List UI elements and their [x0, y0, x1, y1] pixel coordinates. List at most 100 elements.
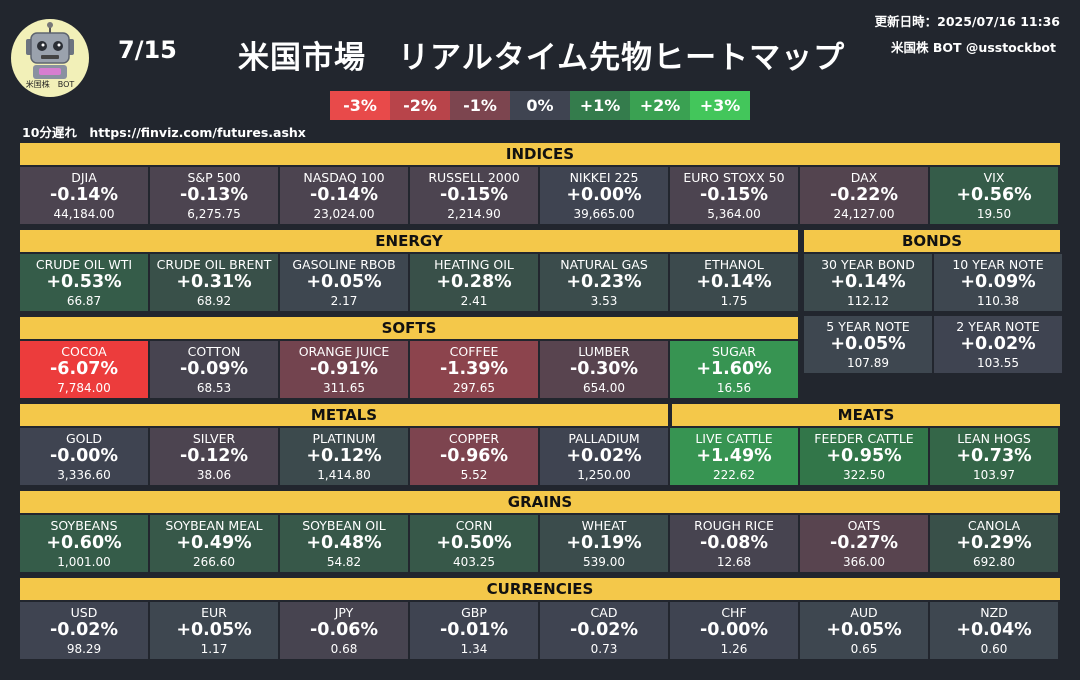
tile-change: +0.14%	[830, 272, 906, 292]
section-header-metals: METALS	[20, 404, 668, 426]
tile-nikkei-225[interactable]: NIKKEI 225 +0.00% 39,665.00	[540, 167, 668, 224]
tile-change: +0.49%	[176, 533, 252, 553]
tile-lean-hogs[interactable]: LEAN HOGS +0.73% 103.97	[930, 428, 1058, 485]
tile-lumber[interactable]: LUMBER -0.30% 654.00	[540, 341, 668, 398]
tile-nasdaq-100[interactable]: NASDAQ 100 -0.14% 23,024.00	[280, 167, 408, 224]
tile-name: S&P 500	[187, 170, 241, 185]
section-header-energy: ENERGY	[20, 230, 798, 252]
tile-change: +1.60%	[696, 359, 772, 379]
tile-change: +1.49%	[696, 446, 772, 466]
tile-name: CORN	[455, 518, 493, 533]
section-header-currencies: CURRENCIES	[20, 578, 1060, 600]
tile-crude-oil-wti[interactable]: CRUDE OIL WTI +0.53% 66.87	[20, 254, 148, 311]
tile-name: JPY	[334, 605, 354, 620]
tile-price: 266.60	[193, 555, 235, 569]
tile-soybeans[interactable]: SOYBEANS +0.60% 1,001.00	[20, 515, 148, 572]
tile-gbp[interactable]: GBP -0.01% 1.34	[410, 602, 538, 659]
tile-name: EUR	[201, 605, 227, 620]
tile-name: PALLADIUM	[568, 431, 640, 446]
tile-corn[interactable]: CORN +0.50% 403.25	[410, 515, 538, 572]
tile-soybean-oil[interactable]: SOYBEAN OIL +0.48% 54.82	[280, 515, 408, 572]
tile-price: 222.62	[713, 468, 755, 482]
tile-natural-gas[interactable]: NATURAL GAS +0.23% 3.53	[540, 254, 668, 311]
tile-change: -0.08%	[700, 533, 768, 553]
tile-change: -0.22%	[830, 185, 898, 205]
tile-platinum[interactable]: PLATINUM +0.12% 1,414.80	[280, 428, 408, 485]
tile-price: 403.25	[453, 555, 495, 569]
tile-name: EURO STOXX 50	[683, 170, 785, 185]
tile-nzd[interactable]: NZD +0.04% 0.60	[930, 602, 1058, 659]
tile-name: 5 YEAR NOTE	[826, 319, 910, 334]
tile-change: +0.31%	[176, 272, 252, 292]
tile-gold[interactable]: GOLD -0.00% 3,336.60	[20, 428, 148, 485]
tile-change: +0.12%	[306, 446, 382, 466]
tile-canola[interactable]: CANOLA +0.29% 692.80	[930, 515, 1058, 572]
tile-change: -0.91%	[310, 359, 378, 379]
tile-name: NATURAL GAS	[560, 257, 648, 272]
tile-s-p-500[interactable]: S&P 500 -0.13% 6,275.75	[150, 167, 278, 224]
tile-name: SOYBEAN OIL	[302, 518, 386, 533]
tile-price: 112.12	[847, 294, 889, 308]
tile-price: 6,275.75	[187, 207, 241, 221]
tile-price: 68.53	[196, 381, 232, 395]
tile-name: HEATING OIL	[434, 257, 514, 272]
tile-ethanol[interactable]: ETHANOL +0.14% 1.75	[670, 254, 798, 311]
tile-dax[interactable]: DAX -0.22% 24,127.00	[800, 167, 928, 224]
tile-live-cattle[interactable]: LIVE CATTLE +1.49% 222.62	[670, 428, 798, 485]
tile-price: 5.52	[460, 468, 488, 482]
tile-price: 322.50	[843, 468, 885, 482]
tile-change: +0.04%	[956, 620, 1032, 640]
tile-aud[interactable]: AUD +0.05% 0.65	[800, 602, 928, 659]
tile-palladium[interactable]: PALLADIUM +0.02% 1,250.00	[540, 428, 668, 485]
tile-2-year-note[interactable]: 2 YEAR NOTE +0.02% 103.55	[934, 316, 1062, 373]
tile-eur[interactable]: EUR +0.05% 1.17	[150, 602, 278, 659]
tile-crude-oil-brent[interactable]: CRUDE OIL BRENT +0.31% 68.92	[150, 254, 278, 311]
tile-price: 654.00	[583, 381, 625, 395]
tile-name: NASDAQ 100	[303, 170, 385, 185]
tile-russell-2000[interactable]: RUSSELL 2000 -0.15% 2,214.90	[410, 167, 538, 224]
tile-djia[interactable]: DJIA -0.14% 44,184.00	[20, 167, 148, 224]
tile-cocoa[interactable]: COCOA -6.07% 7,784.00	[20, 341, 148, 398]
tile-usd[interactable]: USD -0.02% 98.29	[20, 602, 148, 659]
tile-5-year-note[interactable]: 5 YEAR NOTE +0.05% 107.89	[804, 316, 932, 373]
tile-heating-oil[interactable]: HEATING OIL +0.28% 2.41	[410, 254, 538, 311]
tile-cotton[interactable]: COTTON -0.09% 68.53	[150, 341, 278, 398]
tile-name: NZD	[980, 605, 1008, 620]
tile-change: -0.12%	[180, 446, 248, 466]
tile-silver[interactable]: SILVER -0.12% 38.06	[150, 428, 278, 485]
tile-name: 2 YEAR NOTE	[956, 319, 1040, 334]
tile-price: 103.97	[973, 468, 1015, 482]
tile-price: 68.92	[196, 294, 232, 308]
tile-change: -1.39%	[440, 359, 508, 379]
tile-change: +0.09%	[960, 272, 1036, 292]
tile-price: 311.65	[323, 381, 365, 395]
tile-sugar[interactable]: SUGAR +1.60% 16.56	[670, 341, 798, 398]
tile-copper[interactable]: COPPER -0.96% 5.52	[410, 428, 538, 485]
tile-change: +0.19%	[566, 533, 642, 553]
tile-change: +0.28%	[436, 272, 512, 292]
tile-oats[interactable]: OATS -0.27% 366.00	[800, 515, 928, 572]
tile-soybean-meal[interactable]: SOYBEAN MEAL +0.49% 266.60	[150, 515, 278, 572]
tile-name: FEEDER CATTLE	[814, 431, 914, 446]
tile-orange-juice[interactable]: ORANGE JUICE -0.91% 311.65	[280, 341, 408, 398]
tile-feeder-cattle[interactable]: FEEDER CATTLE +0.95% 322.50	[800, 428, 928, 485]
tile-gasoline-rbob[interactable]: GASOLINE RBOB +0.05% 2.17	[280, 254, 408, 311]
tile-rough-rice[interactable]: ROUGH RICE -0.08% 12.68	[670, 515, 798, 572]
tile-jpy[interactable]: JPY -0.06% 0.68	[280, 602, 408, 659]
tile-30-year-bond[interactable]: 30 YEAR BOND +0.14% 112.12	[804, 254, 932, 311]
tile-10-year-note[interactable]: 10 YEAR NOTE +0.09% 110.38	[934, 254, 1062, 311]
tile-change: -0.30%	[570, 359, 638, 379]
tile-chf[interactable]: CHF -0.00% 1.26	[670, 602, 798, 659]
tile-euro-stoxx-50[interactable]: EURO STOXX 50 -0.15% 5,364.00	[670, 167, 798, 224]
tile-wheat[interactable]: WHEAT +0.19% 539.00	[540, 515, 668, 572]
section-header-grains: GRAINS	[20, 491, 1060, 513]
tile-cad[interactable]: CAD -0.02% 0.73	[540, 602, 668, 659]
account-handle: 米国株 BOT @usstockbot	[891, 40, 1056, 55]
page-title: 米国市場 リアルタイム先物ヒートマップ	[238, 40, 846, 76]
tile-coffee[interactable]: COFFEE -1.39% 297.65	[410, 341, 538, 398]
tile-change: -0.15%	[440, 185, 508, 205]
tile-vix[interactable]: VIX +0.56% 19.50	[930, 167, 1058, 224]
tile-change: +0.05%	[306, 272, 382, 292]
tile-change: +0.05%	[176, 620, 252, 640]
tile-name: LUMBER	[578, 344, 630, 359]
